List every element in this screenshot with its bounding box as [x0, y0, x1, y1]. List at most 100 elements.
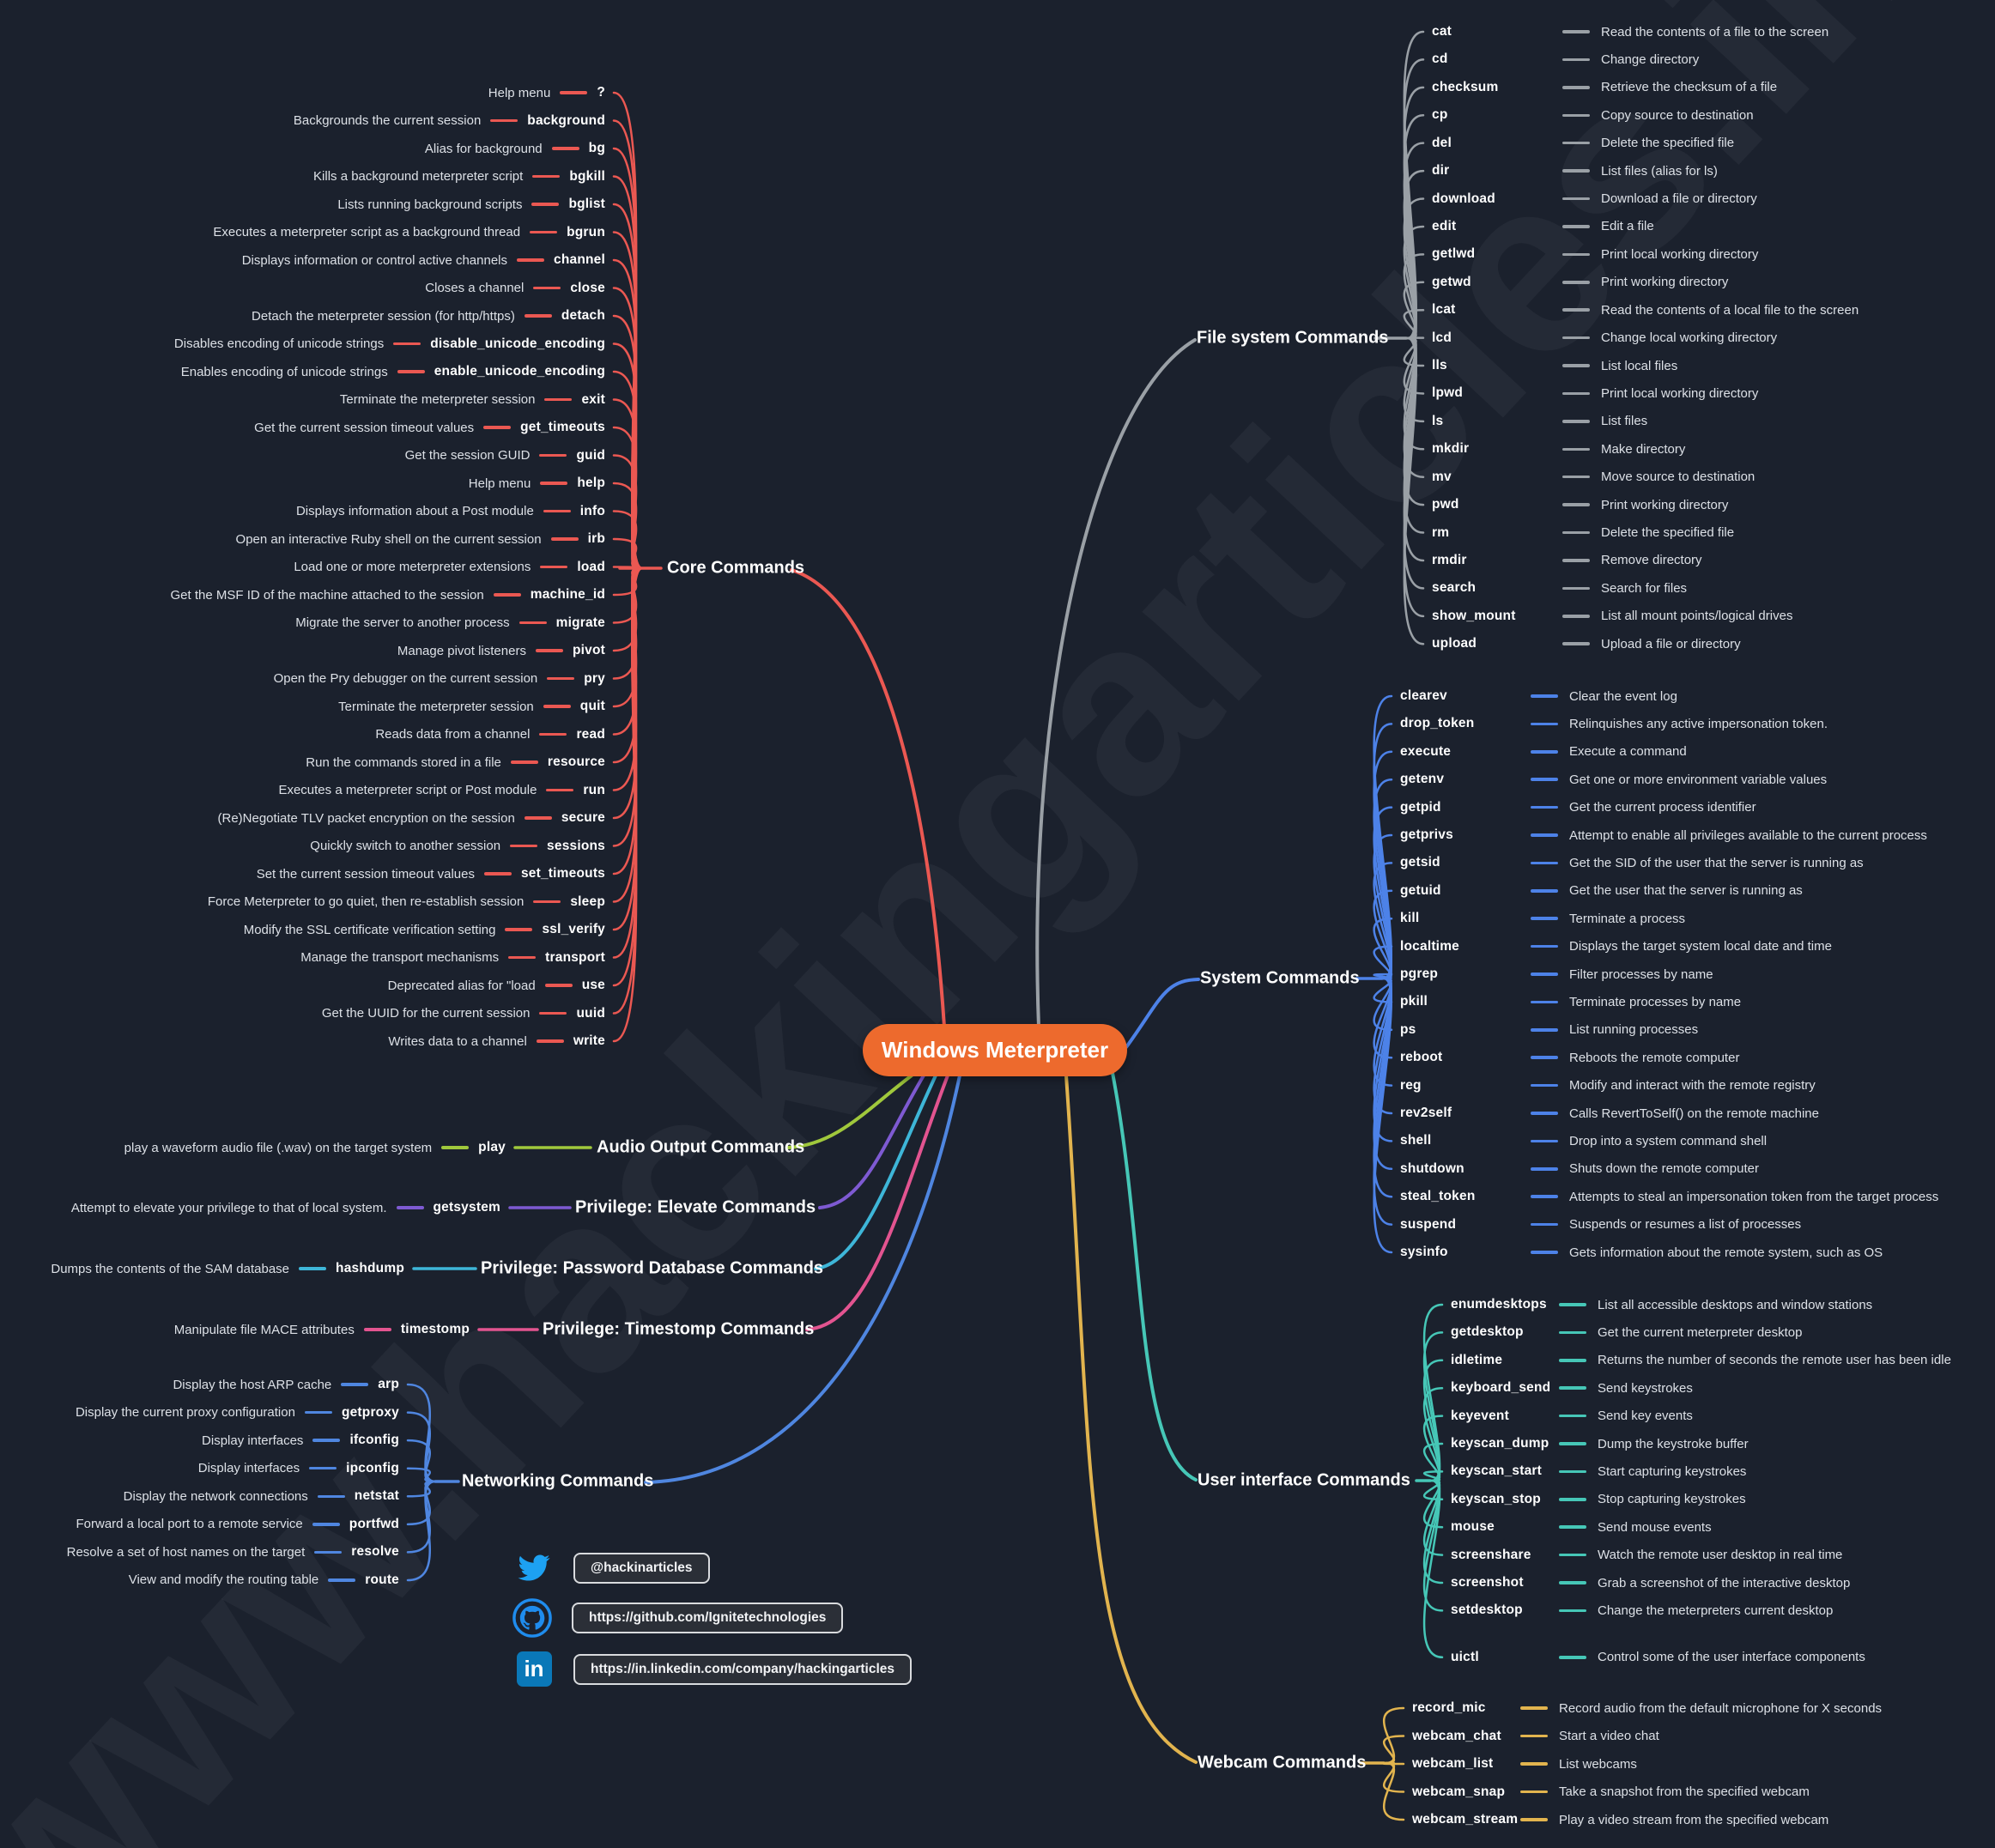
- command-description: Executes a meterpreter script or Post mo…: [278, 783, 537, 797]
- command-row: ls List files: [1432, 409, 1647, 433]
- connector-dash: [1531, 778, 1558, 781]
- command-description: Delete the specified file: [1601, 525, 1735, 541]
- command-row: Disables encoding of unicode strings disa…: [0, 332, 605, 355]
- command-name: webcam_stream: [1412, 1812, 1519, 1827]
- command-name: lpwd: [1432, 385, 1464, 401]
- connector-dash: [1520, 1818, 1548, 1821]
- linkedin-url-link[interactable]: https://in.linkedin.com/company/hackinga…: [573, 1653, 912, 1685]
- command-description: Reads data from a channel: [375, 727, 531, 742]
- command-row: getuid Get the user that the server is ru…: [1400, 879, 1803, 902]
- github-url-link[interactable]: https://github.com/Ignitetechnologies: [572, 1603, 844, 1633]
- command-description: Display interfaces: [202, 1433, 304, 1448]
- command-description: Display the current proxy configuration: [75, 1405, 295, 1421]
- command-name: route: [365, 1572, 399, 1587]
- command-description: Help menu: [468, 476, 531, 491]
- command-description: Displays information or control active c…: [241, 252, 508, 268]
- command-row: getlwd Print local working directory: [1432, 243, 1758, 266]
- command-name: shutdown: [1400, 1160, 1464, 1176]
- command-row: webcam_chat Start a video chat: [1412, 1724, 1659, 1748]
- command-row: mkdir Make directory: [1432, 438, 1685, 461]
- command-description: Modify and interact with the remote regi…: [1569, 1078, 1816, 1094]
- command-description: Manipulate file MACE attributes: [173, 1322, 355, 1337]
- command-row: Terminate the meterpreter session exit: [0, 388, 605, 411]
- command-description: Returns the number of seconds the remote…: [1598, 1353, 1951, 1368]
- command-name: steal_token: [1400, 1189, 1476, 1204]
- command-description: View and modify the routing table: [128, 1572, 319, 1588]
- command-name: mouse: [1451, 1519, 1495, 1535]
- command-name: dir: [1432, 163, 1450, 179]
- command-row: mouse Send mouse events: [1451, 1516, 1712, 1539]
- connector-dash: [517, 258, 545, 262]
- command-row: drop_token Relinquishes any active impers…: [1400, 712, 1828, 736]
- command-row: pgrep Filter processes by name: [1400, 963, 1713, 986]
- command-row: Enables encoding of unicode strings enabl…: [0, 361, 605, 384]
- command-row: Executes a meterpreter script as a backg…: [0, 221, 605, 244]
- command-name: reg: [1400, 1077, 1422, 1093]
- connector-dash: [483, 872, 512, 876]
- command-row: Migrate the server to another process mig…: [0, 611, 605, 634]
- command-description: Get the SID of the user that the server …: [1569, 855, 1864, 870]
- command-description: Display interfaces: [197, 1461, 300, 1476]
- command-row: keyevent Send key events: [1451, 1404, 1693, 1427]
- connector-dash: [539, 453, 567, 457]
- command-description: Load one or more meterpreter extensions: [294, 560, 531, 574]
- twitter-handle-link[interactable]: @hackinarticles: [573, 1552, 710, 1584]
- command-description: Read the contents of a local file to the…: [1601, 302, 1859, 318]
- command-description: Terminate the meterpreter session: [338, 699, 534, 714]
- command-row: Help menu help: [0, 472, 605, 495]
- command-row: kill Terminate a process: [1400, 907, 1685, 930]
- command-description: Get the MSF ID of the machine attached t…: [170, 587, 484, 603]
- command-row: rm Delete the specified file: [1432, 521, 1734, 544]
- connector-dash: [1520, 1790, 1548, 1794]
- connector-dash: [543, 705, 571, 708]
- command-row: rev2self Calls RevertToSelf() on the remo…: [1400, 1102, 1819, 1125]
- command-row: Dumps the contents of the SAM database ha…: [0, 1257, 404, 1281]
- command-row: keyboard_send Send keystrokes: [1451, 1377, 1693, 1400]
- command-name: quit: [579, 699, 605, 713]
- command-description: Drop into a system command shell: [1569, 1133, 1768, 1148]
- connector-dash: [1562, 141, 1590, 145]
- command-name: execute: [1400, 743, 1452, 759]
- command-description: List files (alias for ls): [1601, 163, 1718, 179]
- command-name: getpid: [1400, 799, 1441, 815]
- command-name: screenshare: [1451, 1547, 1531, 1562]
- connector-dash: [524, 816, 552, 820]
- command-description: Force Meterpreter to go quiet, then re-e…: [207, 894, 525, 909]
- connector-dash: [1559, 1581, 1586, 1584]
- command-row: Backgrounds the current session backgroun…: [0, 109, 605, 132]
- command-name: use: [581, 978, 605, 992]
- command-row: Get the UUID for the current session uuid: [0, 1002, 605, 1025]
- connector-dash: [510, 844, 538, 848]
- command-description: Make directory: [1601, 441, 1686, 457]
- connector-dash: [536, 1039, 564, 1043]
- connector-dash: [1562, 308, 1590, 312]
- connector-dash: [1559, 1498, 1586, 1501]
- connector-dash: [1559, 1469, 1586, 1474]
- connector-dash: [508, 955, 537, 960]
- command-name: uuid: [576, 1005, 605, 1021]
- connector-dash: [299, 1267, 327, 1270]
- connector-dash: [1562, 58, 1590, 62]
- command-name: exit: [581, 391, 605, 407]
- connector-dash: [1531, 833, 1558, 837]
- command-description: Send key events: [1598, 1409, 1693, 1424]
- connector-dash: [1531, 694, 1558, 698]
- command-name: detach: [561, 308, 605, 323]
- command-description: List files: [1601, 414, 1648, 429]
- branch-label-core-commands: Core Commands: [667, 558, 805, 578]
- command-row: webcam_stream Play a video stream from th…: [1412, 1809, 1828, 1832]
- command-description: List webcams: [1559, 1756, 1637, 1772]
- command-row: View and modify the routing table route: [0, 1568, 399, 1591]
- command-description: Terminate processes by name: [1569, 994, 1742, 1009]
- connector-dash: [531, 203, 560, 206]
- command-name: transport: [545, 949, 605, 965]
- command-name: edit: [1432, 218, 1457, 233]
- command-name: download: [1432, 191, 1495, 206]
- connector-dash: [1531, 805, 1558, 809]
- command-description: Disables encoding of unicode strings: [173, 336, 385, 351]
- command-description: Execute a command: [1569, 744, 1687, 760]
- branch-label-privilege-elevate-commands: Privilege: Elevate Commands: [575, 1197, 816, 1217]
- command-name: background: [527, 112, 605, 128]
- command-row: checksum Retrieve the checksum of a file: [1432, 76, 1777, 99]
